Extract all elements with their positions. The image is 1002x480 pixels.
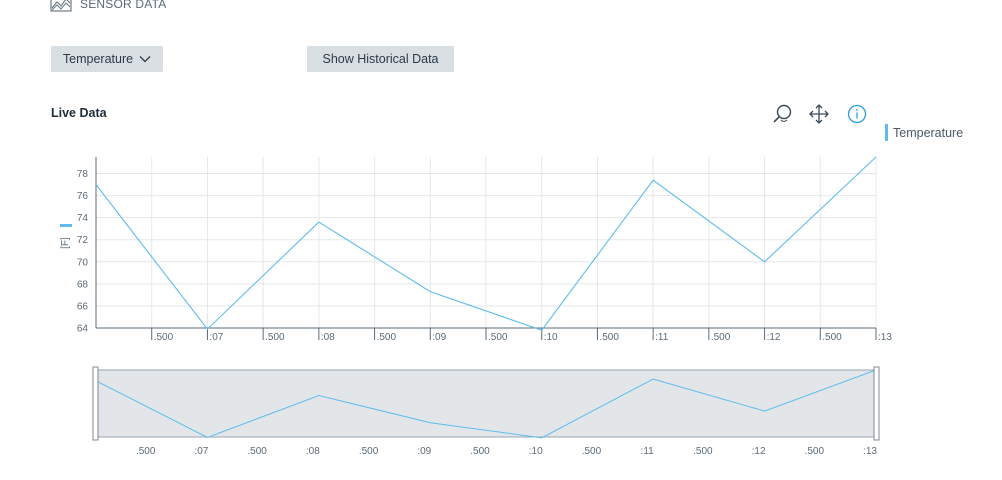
navigator-tick-label: :08 [306, 446, 320, 457]
chart-area-icon [50, 0, 72, 12]
navigator-right-handle[interactable] [873, 366, 880, 441]
navigator-tick-label: .500 [136, 446, 156, 457]
navigator-tick-label: .500 [693, 446, 713, 457]
x-tick-label: :11 [655, 332, 669, 343]
x-tick-label: .500 [599, 332, 619, 343]
navigator-tick-label: .500 [582, 446, 602, 457]
navigator-tick-label: :10 [529, 446, 543, 457]
x-tick-label: :10 [544, 332, 558, 343]
navigator-left-handle[interactable] [92, 366, 99, 441]
x-tick-label: :09 [432, 332, 446, 343]
x-tick-label: .500 [711, 332, 731, 343]
x-tick-label: :07 [209, 332, 223, 343]
navigator-tick-label: :11 [641, 446, 655, 457]
navigator-tick-label: :09 [417, 446, 431, 457]
x-tick-label: .500 [377, 332, 397, 343]
x-tick-label: .500 [154, 332, 174, 343]
show-historical-data-button[interactable]: Show Historical Data [307, 46, 454, 72]
chevron-down-icon [139, 56, 151, 63]
y-tick-label: 78 [77, 169, 89, 180]
navigator-tick-label: :13 [863, 446, 877, 457]
y-tick-label: 76 [77, 191, 89, 202]
temperature-series-line[interactable] [95, 156, 877, 331]
y-tick-label: 64 [77, 324, 89, 335]
x-tick-label: .500 [488, 332, 508, 343]
magnifier-icon [773, 104, 792, 123]
navigator-tick-label: :12 [752, 446, 766, 457]
legend-swatch [885, 124, 888, 141]
navigator-window[interactable] [95, 369, 877, 438]
y-axis-series-marker [60, 224, 72, 227]
navigator-tick-label: .500 [359, 446, 379, 457]
sensor-dropdown[interactable]: Temperature [51, 46, 163, 72]
legend-label: Temperature [893, 125, 964, 140]
chart-legend[interactable]: Temperature [885, 124, 963, 141]
x-tick-label: .500 [822, 332, 842, 343]
navigator-tick-label: .500 [805, 446, 825, 457]
y-tick-label: 66 [77, 301, 89, 312]
info-icon [847, 104, 867, 124]
pan-tool[interactable] [808, 103, 830, 125]
page-title: SENSOR DATA [80, 0, 167, 11]
sensor-dropdown-label: Temperature [62, 52, 134, 66]
zoom-tool[interactable] [772, 103, 794, 125]
move-icon [809, 104, 829, 124]
main-grid [96, 157, 877, 329]
navigator-series-line [95, 369, 877, 439]
x-tick-label: :12 [767, 332, 781, 343]
section-title: Live Data [51, 106, 107, 120]
y-tick-label: 72 [77, 235, 89, 246]
main-series [95, 156, 877, 331]
x-tick-label: :08 [321, 332, 335, 343]
page-header: SENSOR DATA [50, 0, 166, 12]
y-tick-label: 70 [77, 257, 89, 268]
y-axis-label: [F] [60, 237, 71, 249]
show-historical-data-label: Show Historical Data [322, 52, 439, 66]
navigator-tick-label: .500 [247, 446, 267, 457]
y-tick-label: 68 [77, 279, 89, 290]
navigator[interactable]: .500 :07 .500 :08 .500 :09 .500 :10 .500 :11 .500:… [92, 366, 880, 457]
main-axes: 64 66 68 70 72 74 76 78 .500 :07 .500 :08 .500 :09 .50… [60, 157, 892, 343]
x-tick-label: :13 [878, 332, 892, 343]
x-tick-label: .500 [265, 332, 285, 343]
navigator-tick-label: .500 [470, 446, 490, 457]
info-tool[interactable] [846, 103, 868, 125]
y-tick-label: 74 [77, 213, 89, 224]
navigator-tick-label: :07 [194, 446, 208, 457]
